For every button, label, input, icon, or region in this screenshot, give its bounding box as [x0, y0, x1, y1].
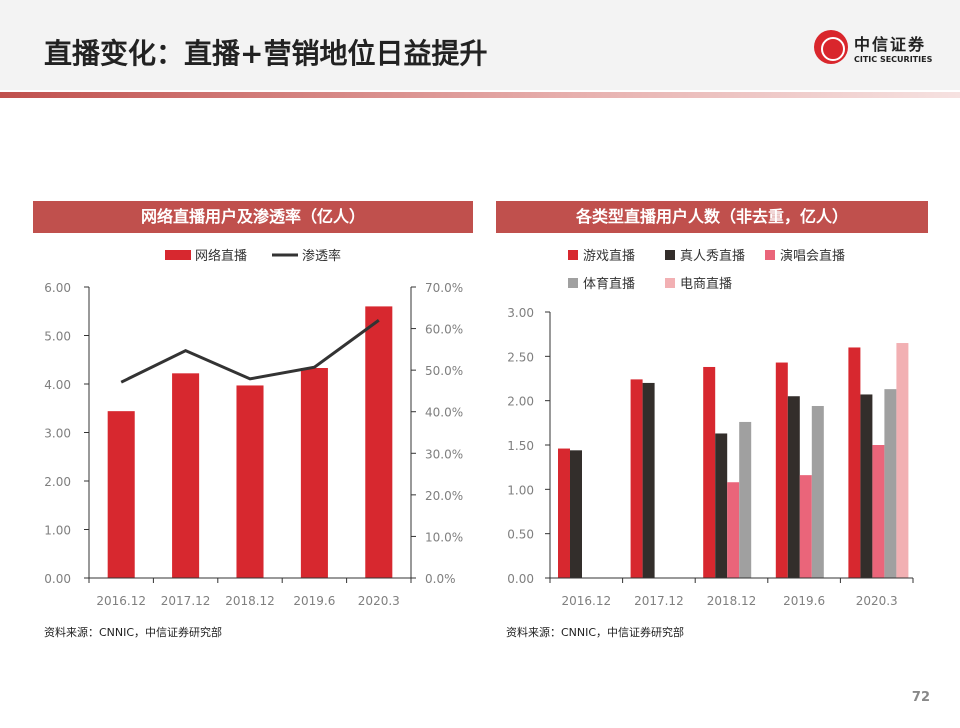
y-tick-label: 5.00 — [44, 330, 71, 344]
bar — [703, 366, 716, 578]
x-tick-label: 2017.12 — [161, 594, 211, 608]
bar — [715, 433, 728, 578]
y-tick-label: 1.00 — [44, 524, 71, 538]
bar — [570, 450, 582, 578]
legend-swatch — [665, 250, 675, 260]
y2-tick-label: 30.0% — [425, 447, 463, 461]
legend-label: 真人秀直播 — [680, 249, 745, 264]
page-number: 72 — [911, 690, 930, 705]
y2-tick-label: 0.0% — [425, 572, 456, 586]
x-tick-label: 2016.12 — [96, 594, 146, 608]
legend-swatch — [568, 278, 578, 288]
legend-swatch — [665, 278, 675, 288]
header-divider — [0, 92, 960, 98]
legend-swatch-bar — [165, 250, 191, 260]
bar — [300, 367, 328, 578]
y2-tick-label: 70.0% — [425, 281, 463, 295]
y-tick-label: 4.00 — [44, 378, 71, 392]
x-tick-label: 2019.6 — [783, 594, 825, 608]
y-tick-label: 6.00 — [44, 281, 71, 295]
y2-tick-label: 10.0% — [425, 530, 463, 544]
y-tick-label: 2.00 — [44, 475, 71, 489]
logo-cn: 中信证券 — [854, 34, 927, 54]
chart-users-penetration: 网络直播 渗透率 0.00 1.00 2.00 3.00 4.00 5.00 6.00 0.0% 1… — [44, 248, 463, 608]
bar — [236, 385, 264, 578]
logo-en: CITIC SECURITIES — [854, 54, 933, 64]
bar — [172, 373, 200, 578]
y2-tick-label: 50.0% — [425, 364, 463, 378]
legend-swatch — [765, 250, 775, 260]
y-tick-label: 3.00 — [507, 306, 534, 320]
bar — [727, 482, 740, 578]
x-tick-label: 2017.12 — [634, 594, 684, 608]
chart2-source: 资料来源：CNNIC，中信证券研究部 — [506, 626, 685, 639]
penetration-line — [120, 319, 380, 384]
legend-label: 游戏直播 — [583, 249, 635, 264]
bar — [872, 445, 885, 578]
bar — [775, 362, 788, 578]
y2-tick-label: 40.0% — [425, 406, 463, 420]
bar — [739, 421, 752, 578]
x-tick-label: 2020.3 — [856, 594, 898, 608]
legend-swatch — [568, 250, 578, 260]
bar — [107, 411, 135, 578]
y-tick-label: 0.00 — [507, 572, 534, 586]
x-tick-label: 2016.12 — [561, 594, 611, 608]
chart2-title: 各类型直播用户人数（非去重，亿人） — [496, 201, 928, 233]
legend-label: 演唱会直播 — [780, 248, 845, 264]
bar — [630, 379, 643, 578]
bar — [642, 382, 655, 578]
y2-tick-label: 60.0% — [425, 323, 463, 337]
bar — [558, 448, 570, 578]
y2-tick-label: 20.0% — [425, 489, 463, 503]
bar — [365, 306, 393, 578]
chart1-title: 网络直播用户及渗透率（亿人） — [33, 201, 473, 233]
x-tick-label: 2018.12 — [707, 594, 757, 608]
chart1-source: 资料来源：CNNIC，中信证券研究部 — [44, 626, 223, 639]
bar — [811, 405, 824, 578]
x-tick-label: 2020.3 — [358, 594, 400, 608]
x-tick-label: 2019.6 — [293, 594, 335, 608]
page-title: 直播变化：直播+营销地位日益提升 — [44, 37, 488, 70]
legend-label: 体育直播 — [583, 276, 635, 292]
citic-logo: 中信证券 CITIC SECURITIES — [814, 30, 932, 64]
bar — [787, 396, 800, 578]
y-tick-label: 0.00 — [44, 572, 71, 586]
bar — [860, 394, 873, 578]
y-tick-label: 0.50 — [507, 528, 534, 542]
legend-label: 电商直播 — [680, 277, 732, 292]
y-tick-label: 3.00 — [44, 427, 71, 441]
y-tick-label: 1.50 — [507, 439, 534, 453]
legend-label: 网络直播 — [195, 248, 247, 264]
y-tick-label: 2.50 — [507, 350, 534, 364]
bar — [896, 343, 909, 578]
bar — [799, 475, 812, 578]
header-bar — [0, 0, 960, 90]
legend-label: 渗透率 — [302, 248, 341, 264]
x-tick-label: 2018.12 — [225, 594, 275, 608]
y-tick-label: 2.00 — [507, 395, 534, 409]
y-tick-label: 1.00 — [507, 483, 534, 497]
citic-logo-icon — [814, 30, 848, 64]
bar — [848, 347, 861, 578]
bar — [884, 389, 897, 578]
